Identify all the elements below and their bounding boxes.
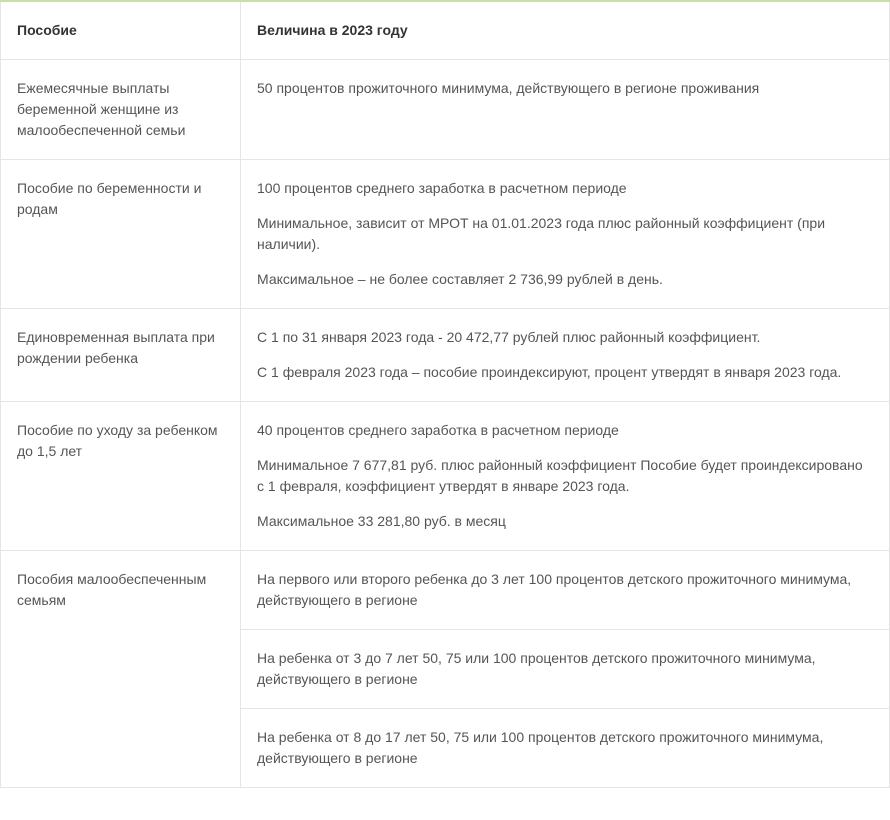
amount-line: Максимальное – не более составляет 2 736…: [257, 269, 873, 290]
amount-line: Минимальное, зависит от МРОТ на 01.01.20…: [257, 213, 873, 255]
benefits-table: Пособие Величина в 2023 году Ежемесячные…: [0, 0, 890, 788]
amount-line: С 1 февраля 2023 года – пособие проиндек…: [257, 362, 873, 383]
cell-amount: 40 процентов среднего заработка в расчет…: [241, 402, 890, 551]
cell-benefit: Ежемесячные выплаты беременной женщине и…: [1, 60, 241, 160]
header-benefit: Пособие: [1, 1, 241, 60]
table-header-row: Пособие Величина в 2023 году: [1, 1, 890, 60]
table-row: Ежемесячные выплаты беременной женщине и…: [1, 60, 890, 160]
subcell: На первого или второго ребенка до 3 лет …: [241, 569, 889, 629]
cell-amount: 100 процентов среднего заработка в расче…: [241, 160, 890, 309]
table-row: Единовременная выплата при рождении ребе…: [1, 309, 890, 402]
cell-benefit: Пособие по беременности и родам: [1, 160, 241, 309]
amount-line: 50 процентов прожиточного минимума, дейс…: [257, 78, 873, 99]
header-amount: Величина в 2023 году: [241, 1, 890, 60]
amount-line: Максимальное 33 281,80 руб. в месяц: [257, 511, 873, 532]
amount-line: С 1 по 31 января 2023 года - 20 472,77 р…: [257, 327, 873, 348]
table-row: Пособия малообеспеченным семьям На перво…: [1, 551, 890, 788]
table-row: Пособие по беременности и родам 100 проц…: [1, 160, 890, 309]
amount-line: 40 процентов среднего заработка в расчет…: [257, 420, 873, 441]
cell-amount-multi: На первого или второго ребенка до 3 лет …: [241, 551, 890, 788]
table-body: Ежемесячные выплаты беременной женщине и…: [1, 60, 890, 788]
cell-benefit: Единовременная выплата при рождении ребе…: [1, 309, 241, 402]
cell-amount: С 1 по 31 января 2023 года - 20 472,77 р…: [241, 309, 890, 402]
amount-line: Минимальное 7 677,81 руб. плюс районный …: [257, 455, 873, 497]
subcell: На ребенка от 3 до 7 лет 50, 75 или 100 …: [241, 629, 889, 708]
cell-benefit: Пособия малообеспеченным семьям: [1, 551, 241, 788]
amount-line: 100 процентов среднего заработка в расче…: [257, 178, 873, 199]
table-row: Пособие по уходу за ребенком до 1,5 лет …: [1, 402, 890, 551]
cell-amount: 50 процентов прожиточного минимума, дейс…: [241, 60, 890, 160]
cell-benefit: Пособие по уходу за ребенком до 1,5 лет: [1, 402, 241, 551]
subcell: На ребенка от 8 до 17 лет 50, 75 или 100…: [241, 708, 889, 787]
